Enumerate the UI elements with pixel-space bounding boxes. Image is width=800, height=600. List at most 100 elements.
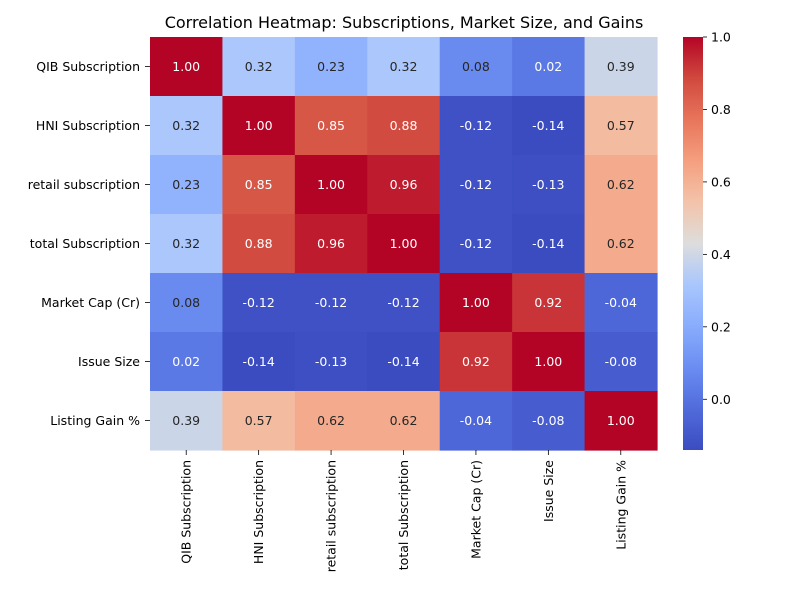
- cell-value-label: 1.00: [317, 177, 345, 192]
- heatmap-cell: [584, 96, 658, 156]
- heatmap-cell: [439, 332, 513, 392]
- cell-value-label: -0.04: [460, 413, 492, 428]
- heatmap-cell: [150, 332, 224, 392]
- heatmap-cell: [150, 214, 224, 274]
- cell-value-label: -0.12: [387, 295, 419, 310]
- heatmap-cell: [150, 391, 224, 451]
- cell-value-label: -0.12: [242, 295, 274, 310]
- heatmap-cell: [367, 37, 441, 97]
- heatmap-cell: [222, 332, 296, 392]
- heatmap-cell: [294, 273, 368, 333]
- heatmap-cell: [222, 155, 296, 215]
- cell-value-label: -0.14: [532, 236, 564, 251]
- cell-value-label: 0.62: [390, 413, 418, 428]
- heatmap-cell: [367, 332, 441, 392]
- row-label: Listing Gain %: [50, 413, 140, 428]
- cell-value-label: 0.32: [390, 59, 418, 74]
- colorbar-tick-label: 1.0: [711, 30, 731, 45]
- row-label: Issue Size: [78, 354, 140, 369]
- heatmap-cell: [584, 391, 658, 451]
- cell-value-label: -0.13: [315, 354, 347, 369]
- cell-value-label: 0.08: [462, 59, 490, 74]
- cell-value-label: 0.88: [390, 118, 418, 133]
- cell-value-label: -0.14: [532, 118, 564, 133]
- heatmap-cell: [584, 37, 658, 97]
- heatmap-cell: [584, 214, 658, 274]
- column-label: Issue Size: [541, 460, 556, 522]
- colorbar: 0.0 0.2 0.4 0.6 0.8 1.0: [683, 30, 731, 450]
- cell-value-label: 0.57: [607, 118, 635, 133]
- heatmap-cell: [512, 96, 586, 156]
- row-labels: QIB Subscription HNI Subscription retail s…: [28, 59, 150, 428]
- colorbar-tick-label: 0.4: [711, 247, 731, 262]
- cell-value-label: -0.12: [460, 118, 492, 133]
- heatmap-cell: [150, 155, 224, 215]
- colorbar-tick-label: 0.8: [711, 102, 731, 117]
- heatmap-cell: [150, 37, 224, 97]
- cell-value-label: 0.85: [245, 177, 273, 192]
- heatmap-cell: [584, 273, 658, 333]
- colorbar-gradient: [683, 37, 703, 450]
- heatmap-cell: [367, 214, 441, 274]
- row-label: HNI Subscription: [36, 118, 140, 133]
- column-labels: QIB Subscription HNI Subscription retail s…: [179, 450, 628, 572]
- cell-value-label: 0.39: [172, 413, 200, 428]
- heatmap-cell: [150, 96, 224, 156]
- heatmap-cell: [584, 332, 658, 392]
- heatmap-cell: [222, 37, 296, 97]
- cell-value-label: 0.88: [245, 236, 273, 251]
- cell-value-label: 1.00: [245, 118, 273, 133]
- cell-value-label: 1.00: [607, 413, 635, 428]
- row-label: QIB Subscription: [36, 59, 140, 74]
- heatmap-cell: [439, 37, 513, 97]
- cell-value-label: -0.12: [460, 236, 492, 251]
- cell-value-label: 1.00: [390, 236, 418, 251]
- row-label: retail subscription: [28, 177, 140, 192]
- heatmap-cell: [367, 391, 441, 451]
- column-label: Listing Gain %: [613, 460, 628, 550]
- heatmap-cell: [367, 155, 441, 215]
- cell-value-label: 0.62: [607, 177, 635, 192]
- heatmap-cell: [439, 96, 513, 156]
- heatmap-cell: [367, 96, 441, 156]
- heatmap-cell: [512, 155, 586, 215]
- cell-value-label: 0.96: [317, 236, 345, 251]
- heatmap-cell: [150, 273, 224, 333]
- cell-value-label: 1.00: [172, 59, 200, 74]
- heatmap-cell: [512, 37, 586, 97]
- cell-value-label: 0.32: [172, 118, 200, 133]
- row-label: total Subscription: [30, 236, 140, 251]
- cell-value-label: 0.92: [462, 354, 490, 369]
- heatmap-cell: [439, 214, 513, 274]
- colorbar-tick-label: 0.6: [711, 174, 731, 189]
- cell-value-label: 0.32: [245, 59, 273, 74]
- cell-value-label: 0.32: [172, 236, 200, 251]
- cell-value-label: -0.08: [605, 354, 637, 369]
- column-label: QIB Subscription: [179, 460, 194, 564]
- heatmap-cell: [222, 273, 296, 333]
- heatmap-cell: [294, 214, 368, 274]
- heatmap-cell: [512, 214, 586, 274]
- heatmap-cell: [294, 391, 368, 451]
- cell-value-label: -0.12: [460, 177, 492, 192]
- cell-value-label: 0.23: [317, 59, 345, 74]
- heatmap-cell: [222, 391, 296, 451]
- heatmap-cell: [584, 155, 658, 215]
- cell-value-label: 0.23: [172, 177, 200, 192]
- heatmap-cells: 1.00 0.32 0.23 0.32 0.08 0.02 0.39 0.32 1.00 0.85…: [150, 37, 658, 451]
- colorbar-ticks: 0.0 0.2 0.4 0.6 0.8 1.0: [703, 30, 731, 407]
- heatmap-cell: [439, 155, 513, 215]
- heatmap-cell: [512, 391, 586, 451]
- heatmap-cell: [512, 332, 586, 392]
- heatmap-cell: [294, 155, 368, 215]
- colorbar-tick-label: 0.0: [711, 392, 731, 407]
- cell-value-label: 0.02: [172, 354, 200, 369]
- heatmap-cell: [222, 214, 296, 274]
- row-label: Market Cap (Cr): [41, 295, 140, 310]
- cell-value-label: 0.62: [317, 413, 345, 428]
- cell-value-label: 0.08: [172, 295, 200, 310]
- cell-value-label: -0.12: [315, 295, 347, 310]
- cell-value-label: 0.96: [390, 177, 418, 192]
